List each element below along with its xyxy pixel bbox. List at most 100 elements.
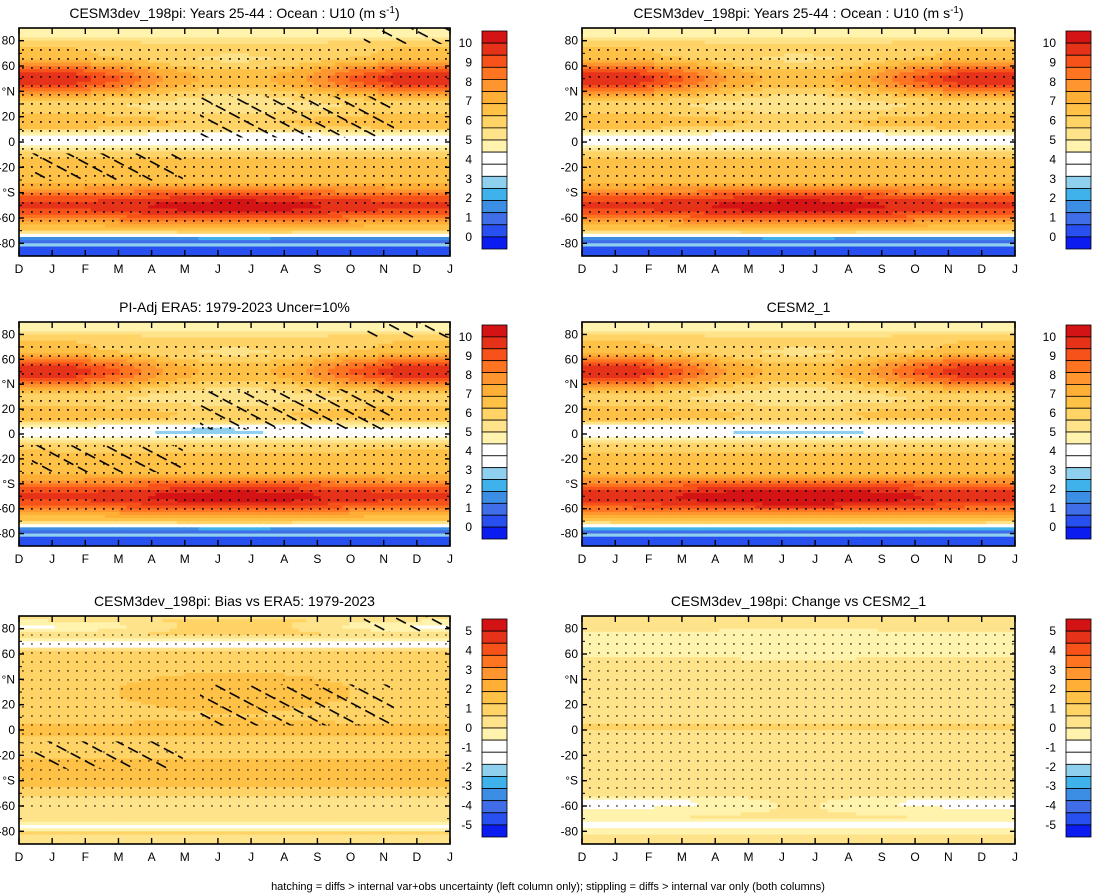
colorbar-swatch xyxy=(481,42,508,56)
heatmap-cell xyxy=(885,31,893,35)
heatmap-cell xyxy=(1007,31,1015,35)
heatmap-cell xyxy=(834,28,843,32)
heatmap-cell xyxy=(327,240,336,244)
heatmap-cell xyxy=(428,230,437,235)
heatmap-cell xyxy=(191,227,200,232)
heatmap-cell xyxy=(299,252,307,256)
heatmap-cell xyxy=(212,40,221,45)
heatmap-cell xyxy=(112,37,121,42)
heatmap-cell xyxy=(327,230,336,235)
heatmap-cell xyxy=(241,227,250,232)
heatmap-cell xyxy=(62,34,70,39)
heatmap-cell xyxy=(19,252,27,256)
heatmap-cell xyxy=(863,43,872,48)
heatmap-cell xyxy=(849,37,857,42)
heatmap-cell xyxy=(198,243,207,248)
heatmap-cell xyxy=(169,233,178,238)
x-tick-label: M xyxy=(180,262,190,276)
heatmap-cell xyxy=(306,230,315,235)
heatmap-cell xyxy=(248,252,257,256)
heatmap-cell xyxy=(349,252,358,256)
heatmap-cell xyxy=(719,40,727,45)
heatmap-cell xyxy=(964,28,973,32)
heatmap-cell xyxy=(820,31,828,35)
colorbar-swatch xyxy=(481,236,508,250)
heatmap-cell xyxy=(856,37,865,42)
heatmap-cell xyxy=(33,252,42,256)
heatmap-cell xyxy=(928,34,937,39)
x-tick-label: D xyxy=(413,262,422,276)
colorbar-label: 1 xyxy=(465,211,472,225)
heatmap-cell xyxy=(421,252,430,256)
heatmap-cell xyxy=(33,28,42,32)
heatmap-cell xyxy=(342,43,351,48)
heatmap-cell xyxy=(335,227,343,232)
heatmap-cell xyxy=(776,31,785,35)
heatmap-cell xyxy=(1000,43,1009,48)
heatmap-cell xyxy=(220,43,228,48)
heatmap-cell xyxy=(363,230,372,235)
heatmap-cell xyxy=(406,240,415,244)
heatmap-cell xyxy=(241,224,250,229)
heatmap-cell xyxy=(392,243,401,248)
heatmap-cell xyxy=(198,227,207,232)
heatmap-cell xyxy=(870,34,879,39)
heatmap-cell xyxy=(320,246,329,251)
heatmap-cell xyxy=(769,40,778,45)
heatmap-cell xyxy=(69,233,78,238)
x-tick-label: J xyxy=(248,262,254,276)
heatmap-cell xyxy=(227,28,236,32)
heatmap-cell xyxy=(191,243,200,248)
heatmap-cell xyxy=(661,34,670,39)
heatmap-cell xyxy=(133,249,142,254)
heatmap-cell xyxy=(256,37,264,42)
heatmap-cell xyxy=(306,28,315,32)
heatmap-cell xyxy=(76,227,85,232)
heatmap-cell xyxy=(392,43,401,48)
heatmap-cell xyxy=(40,34,49,39)
heatmap-cell xyxy=(284,227,293,232)
heatmap-cell xyxy=(747,43,756,48)
heatmap-cell xyxy=(349,28,358,32)
heatmap-cell xyxy=(335,237,343,241)
y-tick-label: °N xyxy=(2,84,15,98)
heatmap-cell xyxy=(141,40,149,45)
heatmap-cell xyxy=(19,34,27,39)
heatmap-cell xyxy=(327,31,336,35)
heatmap-cell xyxy=(335,224,343,229)
heatmap-cell xyxy=(625,28,634,32)
heatmap-cell xyxy=(119,243,128,248)
heatmap-cell xyxy=(942,37,951,42)
heatmap-cell xyxy=(62,243,70,248)
heatmap-cell xyxy=(668,34,677,39)
heatmap-cell xyxy=(899,31,908,35)
heatmap-cell xyxy=(112,249,121,254)
heatmap-cell xyxy=(299,31,307,35)
heatmap-cell xyxy=(277,31,286,35)
heatmap-cell xyxy=(155,246,164,251)
heatmap-cell xyxy=(212,31,221,35)
heatmap-cell xyxy=(632,34,641,39)
heatmap-cell xyxy=(747,40,756,45)
heatmap-cell xyxy=(40,37,49,42)
heatmap-cell xyxy=(414,243,422,248)
heatmap-cell xyxy=(335,43,343,48)
heatmap-cell xyxy=(198,37,207,42)
heatmap-cell xyxy=(978,37,987,42)
heatmap-cell xyxy=(284,237,293,241)
heatmap-cell xyxy=(406,249,415,254)
heatmap-cell xyxy=(277,34,286,39)
heatmap-cell xyxy=(256,237,264,241)
heatmap-cell xyxy=(632,43,641,48)
heatmap-cell xyxy=(435,240,444,244)
heatmap-cell xyxy=(928,31,937,35)
heatmap-cell xyxy=(191,37,200,42)
heatmap-cell xyxy=(421,243,430,248)
heatmap-cell xyxy=(198,28,207,32)
heatmap-cell xyxy=(335,37,343,42)
heatmap-cell xyxy=(234,40,243,45)
heatmap-cell xyxy=(349,230,358,235)
heatmap-cell xyxy=(1007,43,1015,48)
heatmap-cell xyxy=(277,240,286,244)
heatmap-cell xyxy=(19,243,27,248)
